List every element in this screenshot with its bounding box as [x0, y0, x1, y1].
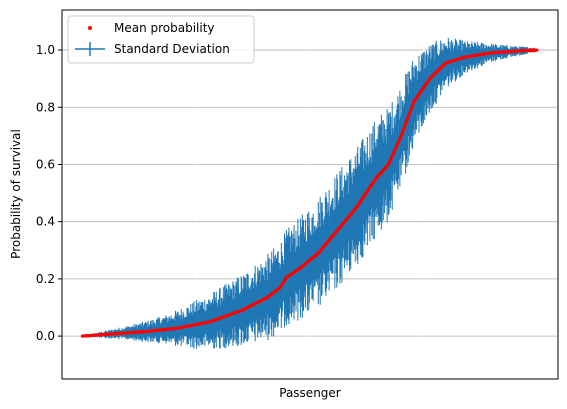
mean-probability-points	[80, 48, 539, 338]
y-ticks: 0.0 0.2 0.4 0.6 0.8 1.0	[36, 43, 62, 343]
y-tick-label: 0.4	[36, 215, 55, 229]
y-tick-label: 0.6	[36, 157, 55, 171]
legend-label-std: Standard Deviation	[114, 42, 230, 56]
y-axis-label: Probability of survival	[9, 129, 23, 259]
legend-box	[67, 15, 255, 64]
legend-marker-mean	[88, 26, 92, 30]
standard-deviation-errorbars	[82, 37, 538, 349]
x-axis-label: Passenger	[279, 386, 341, 400]
plot-frame	[61, 9, 559, 380]
y-tick-label: 1.0	[36, 43, 55, 57]
legend: Mean probability Standard Deviation	[67, 15, 255, 64]
mean-point	[535, 48, 539, 52]
legend-label-mean: Mean probability	[114, 21, 215, 35]
y-tick-label: 0.2	[36, 272, 55, 286]
y-tick-label: 0.8	[36, 100, 55, 114]
y-tick-label: 0.0	[36, 329, 55, 343]
